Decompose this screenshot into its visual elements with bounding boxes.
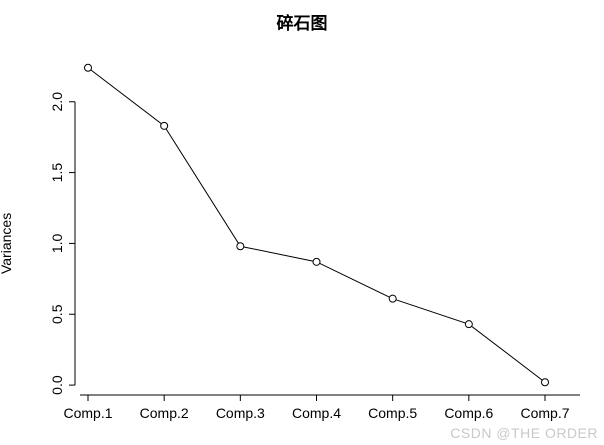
data-point: [312, 257, 321, 266]
x-axis-tick-label: Comp.5: [368, 405, 417, 421]
data-line: [87, 67, 546, 383]
data-point: [464, 320, 473, 329]
x-axis-tick-label: Comp.2: [140, 405, 189, 421]
y-axis-label: Variances: [0, 213, 14, 274]
x-axis-tick-label: Comp.7: [520, 405, 569, 421]
y-axis-tick-label: 0.0: [49, 375, 65, 395]
y-axis-tick-label: 1.0: [49, 233, 65, 253]
y-axis-tick-label: 0.5: [49, 304, 65, 324]
x-axis-tick-label: Comp.6: [444, 405, 493, 421]
data-point: [84, 63, 92, 72]
y-axis-tick-label: 2.0: [49, 92, 65, 112]
x-axis-tick-label: Comp.4: [292, 405, 341, 421]
watermark: CSDN @THE ORDER: [450, 425, 598, 441]
data-point: [541, 378, 549, 387]
data-point: [388, 294, 397, 303]
data-point: [160, 121, 169, 130]
x-axis-tick-label: Comp.3: [216, 405, 265, 421]
data-point: [236, 242, 245, 251]
chart-title: 碎石图: [276, 14, 328, 33]
x-axis-tick-label: Comp.1: [63, 405, 112, 421]
y-axis-tick-label: 1.5: [49, 163, 65, 183]
